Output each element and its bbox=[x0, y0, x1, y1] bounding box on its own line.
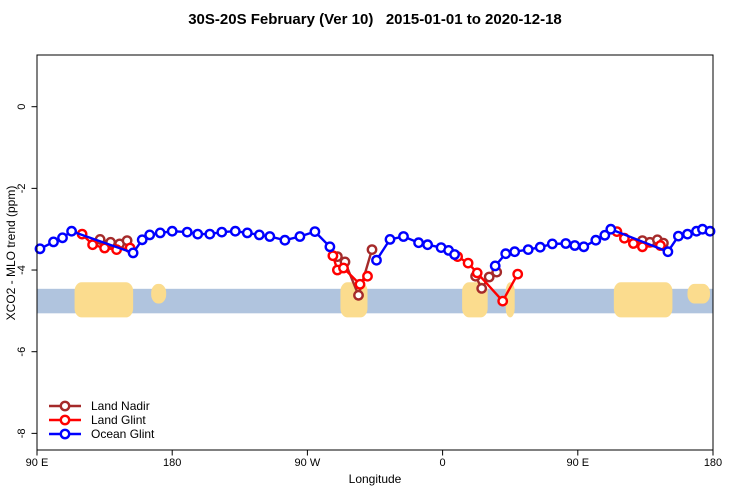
series-marker-ocean-glint bbox=[229, 225, 241, 237]
land-patch bbox=[613, 282, 673, 318]
series-marker-ocean-glint bbox=[522, 244, 534, 256]
series-marker-ocean-glint bbox=[48, 236, 59, 248]
series-marker-land-glint bbox=[362, 270, 373, 282]
y-axis-label: XCO2 - MLO trend (ppm) bbox=[4, 185, 18, 321]
series-marker-ocean-glint bbox=[253, 229, 265, 241]
series-marker-ocean-glint bbox=[398, 231, 409, 242]
series-marker-land-glint bbox=[628, 238, 639, 249]
series-marker-ocean-glint bbox=[144, 229, 156, 241]
plot-border bbox=[36, 54, 714, 451]
legend: Land Nadir Land Glint Ocean Glint bbox=[47, 399, 154, 441]
series-marker-ocean-glint bbox=[264, 231, 276, 242]
x-tick-label: 180 bbox=[704, 457, 722, 469]
y-tick-label: -2 bbox=[16, 183, 28, 193]
series-marker-land-glint bbox=[338, 262, 349, 274]
x-tick-label: 90 W bbox=[295, 457, 321, 469]
legend-swatch-ocean-glint bbox=[49, 428, 81, 440]
series-marker-ocean-glint bbox=[546, 238, 558, 250]
series-marker-land-glint bbox=[462, 257, 474, 269]
series-marker-ocean-glint bbox=[57, 232, 68, 244]
series-marker-ocean-glint bbox=[605, 223, 617, 235]
series-marker-ocean-glint bbox=[294, 231, 306, 242]
series-marker-ocean-glint bbox=[34, 243, 46, 255]
series-marker-ocean-glint bbox=[241, 227, 253, 239]
series-marker-ocean-glint bbox=[216, 226, 228, 238]
series-marker-ocean-glint bbox=[560, 238, 572, 249]
series-marker-ocean-glint bbox=[578, 241, 590, 253]
series-marker-ocean-glint bbox=[181, 226, 193, 238]
series-marker-ocean-glint bbox=[489, 260, 501, 272]
series-marker-ocean-glint bbox=[192, 228, 204, 240]
series-marker-ocean-glint bbox=[662, 246, 674, 258]
ocean-band bbox=[37, 288, 713, 314]
legend-item-land-nadir: Land Nadir bbox=[47, 399, 154, 413]
y-tick-label: -4 bbox=[16, 265, 28, 275]
series-marker-ocean-glint bbox=[422, 239, 433, 251]
series-marker-ocean-glint bbox=[371, 254, 382, 266]
chart-title: 30S-20S February (Ver 10) 2015-01-01 to … bbox=[188, 11, 562, 28]
series-marker-land-nadir bbox=[476, 282, 488, 294]
series-marker-ocean-glint bbox=[324, 241, 336, 253]
series-marker-ocean-glint bbox=[534, 241, 546, 253]
series-marker-ocean-glint bbox=[704, 225, 716, 237]
legend-item-ocean-glint: Ocean Glint bbox=[47, 427, 154, 441]
series-marker-ocean-glint bbox=[673, 230, 684, 242]
series-marker-ocean-glint bbox=[279, 234, 291, 246]
series-marker-ocean-glint bbox=[500, 248, 512, 260]
legend-label-ocean-glint: Ocean Glint bbox=[91, 427, 155, 441]
legend-swatch-land-nadir bbox=[49, 400, 81, 412]
series-marker-ocean-glint bbox=[599, 229, 611, 241]
series-marker-ocean-glint bbox=[682, 228, 693, 240]
series-marker-land-nadir bbox=[366, 244, 378, 256]
x-tick-label: 0 bbox=[440, 457, 446, 469]
series-marker-ocean-glint bbox=[154, 227, 166, 239]
x-tick-label: 90 E bbox=[566, 457, 589, 469]
legend-swatch-land-glint bbox=[49, 414, 81, 426]
series-marker-land-glint bbox=[354, 278, 366, 290]
series-marker-ocean-glint bbox=[309, 226, 321, 238]
x-axis-label: Longitude bbox=[348, 472, 402, 486]
series-marker-ocean-glint bbox=[136, 234, 148, 246]
series-marker-ocean-glint bbox=[590, 234, 602, 246]
series-marker-ocean-glint bbox=[204, 228, 216, 240]
series-marker-ocean-glint bbox=[66, 225, 78, 237]
legend-item-land-glint: Land Glint bbox=[47, 413, 154, 427]
series-marker-ocean-glint bbox=[166, 225, 178, 237]
series-marker-land-glint bbox=[497, 295, 509, 307]
x-tick-label: 90 E bbox=[26, 457, 49, 469]
series-marker-land-glint bbox=[512, 268, 524, 280]
series-marker-ocean-glint bbox=[413, 237, 424, 249]
series-marker-land-glint bbox=[327, 250, 339, 262]
series-marker-ocean-glint bbox=[449, 249, 460, 260]
series-marker-land-glint bbox=[471, 267, 483, 279]
series-marker-land-glint bbox=[87, 239, 99, 251]
land-patch bbox=[151, 283, 167, 304]
y-tick-label: 0 bbox=[16, 104, 28, 110]
series-marker-ocean-glint bbox=[509, 246, 521, 258]
series-marker-ocean-glint bbox=[569, 240, 581, 251]
series-marker-ocean-glint bbox=[384, 233, 396, 245]
legend-label-land-nadir: Land Nadir bbox=[91, 399, 150, 413]
series-marker-land-nadir bbox=[353, 289, 364, 301]
y-tick-label: -8 bbox=[16, 428, 28, 438]
legend-label-land-glint: Land Glint bbox=[91, 413, 146, 427]
series-marker-land-nadir bbox=[483, 271, 495, 283]
x-tick-label: 180 bbox=[163, 457, 181, 469]
y-tick-label: -6 bbox=[16, 347, 28, 357]
land-patch bbox=[74, 282, 134, 318]
series-marker-ocean-glint bbox=[127, 247, 139, 259]
land-patch bbox=[687, 283, 710, 304]
